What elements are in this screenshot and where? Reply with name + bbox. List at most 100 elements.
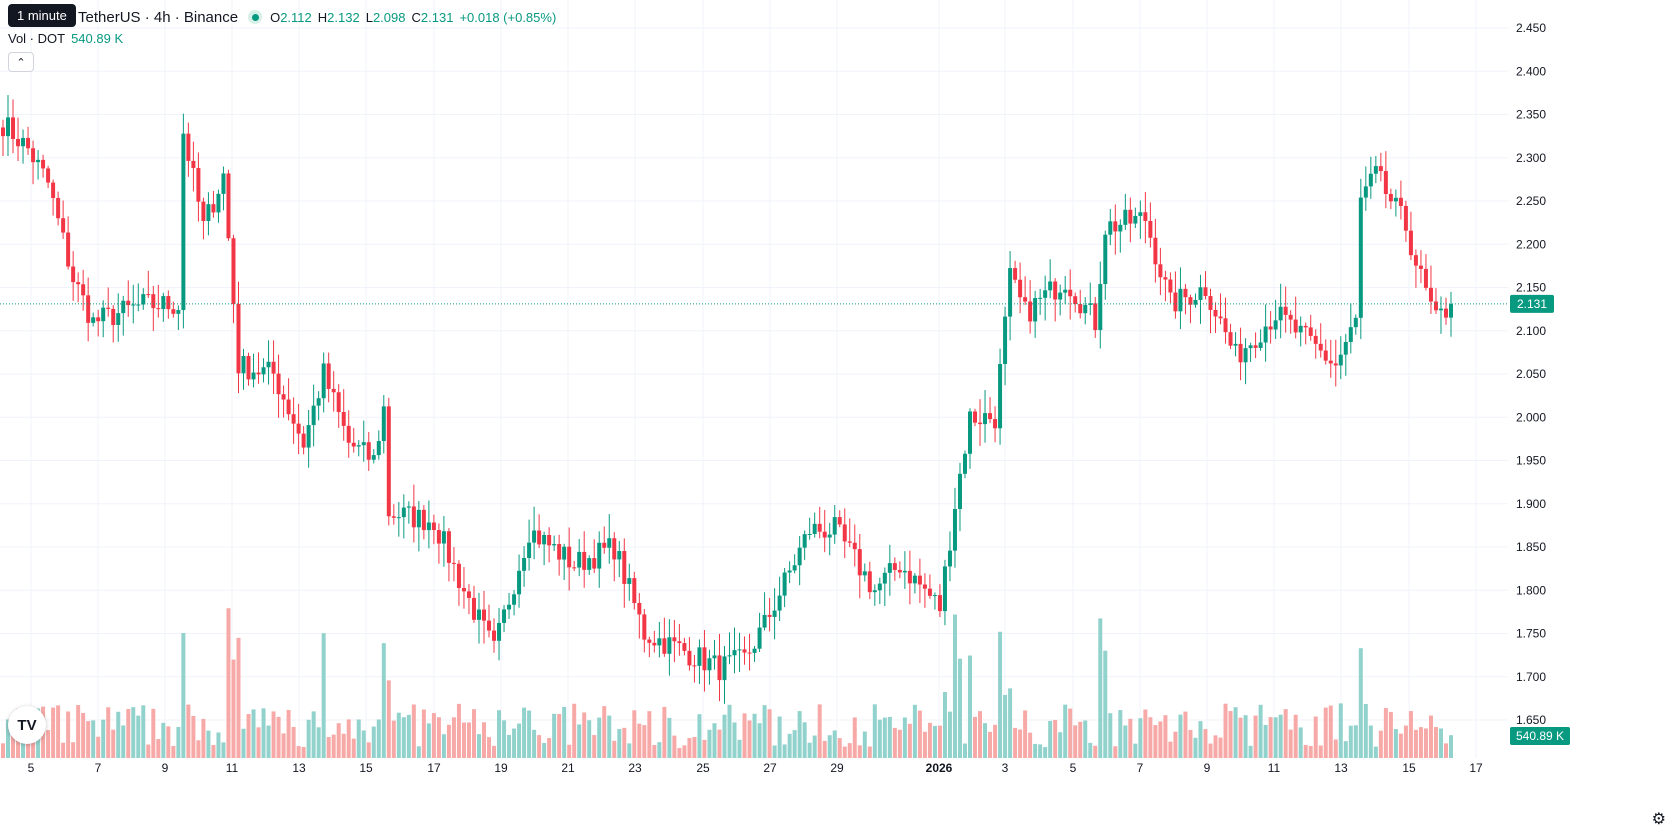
candle-body — [672, 637, 677, 642]
volume-bar — [331, 734, 336, 758]
candle-body — [842, 524, 847, 542]
candle-body — [261, 367, 266, 375]
candle-body — [246, 355, 251, 380]
candle-body — [111, 308, 116, 325]
candle-body — [36, 159, 41, 163]
volume-bar — [66, 711, 71, 758]
collapse-legend-button[interactable]: ⌃ — [8, 52, 34, 72]
volume-legend[interactable]: Vol · DOT 540.89 K — [8, 31, 123, 46]
volume-bar — [406, 714, 411, 758]
candle-body — [1203, 287, 1208, 297]
volume-bar — [1023, 710, 1028, 758]
candle-body — [1008, 268, 1013, 317]
volume-bar — [1383, 708, 1388, 758]
volume-bar — [837, 738, 842, 758]
volume-bar — [962, 743, 967, 758]
volume-bar — [1018, 729, 1023, 758]
candle-body — [507, 604, 512, 610]
candle-body — [251, 372, 256, 380]
candle-body — [1318, 343, 1323, 351]
candle-body — [1123, 209, 1128, 225]
legend-header[interactable]: TetherUS · 4h · Binance O2.112 H2.132 L2… — [8, 6, 556, 28]
volume-bar — [461, 722, 466, 758]
volume-bar — [1373, 746, 1378, 758]
candle-body — [236, 303, 241, 374]
volume-bar — [827, 735, 832, 758]
volume-bar — [1348, 725, 1353, 758]
candle-body — [1028, 301, 1033, 322]
price-change: +0.018 (+0.85%) — [459, 9, 557, 25]
gear-icon[interactable]: ⚙ — [1651, 811, 1666, 828]
candle-body — [832, 517, 837, 535]
tradingview-logo[interactable]: TV — [8, 706, 46, 744]
volume-bar — [371, 726, 376, 758]
candle-body — [336, 392, 341, 413]
volume-bar — [381, 643, 386, 758]
candle-body — [512, 594, 517, 605]
volume-bar — [812, 735, 817, 758]
candle-body — [1373, 166, 1378, 174]
volume-bar — [271, 711, 276, 758]
volume-bar — [1428, 715, 1433, 758]
candle-body — [211, 204, 216, 213]
volume-bar — [492, 745, 497, 758]
symbol-title[interactable]: TetherUS · 4h · Binance — [78, 8, 239, 26]
time-tick-label: 3 — [1002, 761, 1009, 775]
volume-bar — [1358, 648, 1363, 758]
volume-bar — [276, 716, 281, 758]
candle-body — [401, 507, 406, 518]
candle-body — [657, 638, 662, 646]
volume-bar — [537, 735, 542, 758]
volume-bar — [446, 724, 451, 758]
volume-bar — [211, 745, 216, 758]
candle-body — [1053, 281, 1058, 300]
candle-body — [391, 516, 396, 518]
volume-value: 540.89 K — [71, 31, 124, 46]
volume-bar — [1038, 744, 1043, 758]
candle-body — [532, 530, 537, 543]
last-price-text: 2.131 — [1517, 297, 1547, 311]
volume-bar — [1323, 707, 1328, 758]
volume-bar — [351, 738, 356, 758]
volume-bar — [512, 728, 517, 758]
candle-body — [421, 509, 426, 531]
time-tick-label: 29 — [830, 761, 844, 775]
candle-body — [1013, 268, 1018, 280]
volume-bar — [947, 711, 952, 758]
price-tick-label: 2.150 — [1516, 281, 1546, 295]
time-tick-label: 17 — [1469, 761, 1483, 775]
price-axis[interactable]: 2.450 2.400 2.350 2.300 2.250 2.200 2.150 2.100… — [1516, 21, 1546, 727]
candle-body — [1243, 348, 1248, 363]
volume-bar — [642, 725, 647, 758]
volume-bar — [216, 732, 221, 758]
volume-bar — [732, 722, 737, 758]
volume-bar — [1363, 704, 1368, 758]
time-tick-label: 15 — [1402, 761, 1416, 775]
candle-body — [767, 614, 772, 617]
candle-body — [567, 546, 572, 568]
time-axis[interactable]: 5 7 9 11 13 15 17 19 21 23 25 27 29 2026 3 5 7 9 11 13 15 17 — [28, 761, 1483, 775]
candle-body — [782, 572, 787, 596]
volume-bar — [1443, 743, 1448, 758]
candle-body — [1078, 304, 1083, 314]
volume-bar — [1173, 731, 1178, 758]
candle-body — [973, 411, 978, 423]
candle-body — [887, 563, 892, 573]
candle-body — [1018, 279, 1023, 298]
candle-body — [1383, 171, 1388, 194]
volume-bar — [1183, 711, 1188, 758]
candle-body — [1148, 220, 1153, 238]
ohlc-values: O2.112 H2.132 L2.098 C2.131 +0.018 (+0.8… — [270, 9, 557, 25]
candle-body — [191, 160, 196, 169]
candle-body — [181, 133, 186, 311]
volume-bar — [1308, 745, 1313, 758]
candle-body — [466, 591, 471, 598]
price-tick-label: 2.350 — [1516, 108, 1546, 122]
candle-body — [983, 413, 988, 425]
time-tick-label: 13 — [292, 761, 306, 775]
candle-body — [1153, 237, 1158, 265]
volume-bar — [988, 731, 993, 758]
candle-body — [1038, 297, 1043, 299]
candle-body — [607, 538, 612, 548]
